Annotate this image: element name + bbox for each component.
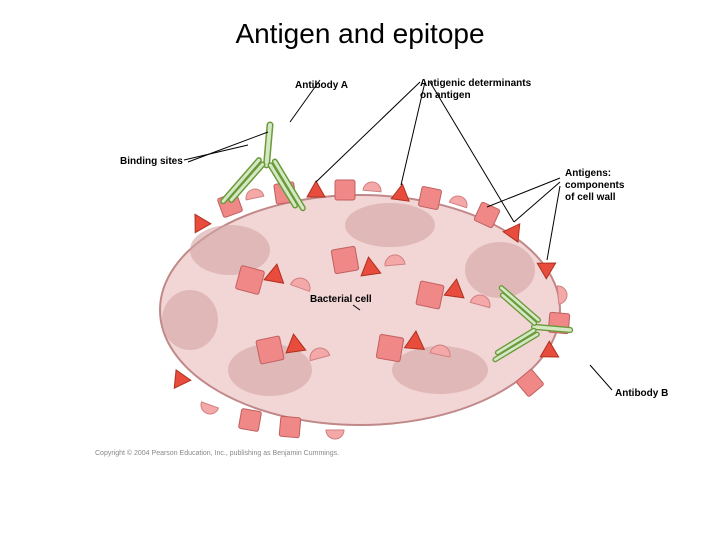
label-antibody-a: Antibody A [295, 80, 348, 92]
label-bacterial-cell: Bacterial cell [310, 294, 372, 306]
diagram-svg [90, 70, 650, 470]
label-binding-sites: Binding sites [120, 156, 183, 168]
label-antibody-b: Antibody B [615, 388, 668, 400]
page-title: Antigen and epitope [0, 18, 720, 50]
label-antigenic-determinants: Antigenic determinants on antigen [420, 78, 531, 102]
label-antigens: Antigens: components of cell wall [565, 168, 624, 204]
copyright-text: Copyright © 2004 Pearson Education, Inc.… [95, 450, 339, 457]
